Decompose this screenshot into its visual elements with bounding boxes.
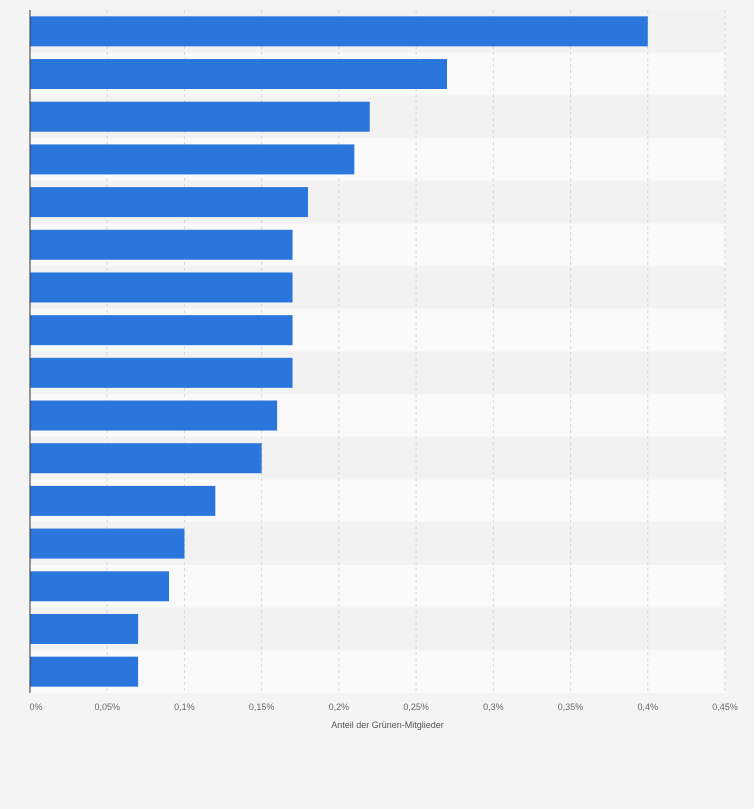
bar[interactable] <box>30 528 185 559</box>
x-tick-label: 0,1% <box>174 702 195 712</box>
bar[interactable] <box>30 571 169 602</box>
x-tick-labels: 0% 0,05% 0,1% 0,15% 0,2% 0,25% 0,3% 0,35% 0,4% 0,… <box>29 702 737 712</box>
x-tick-label: 0,35% <box>558 702 584 712</box>
bar[interactable] <box>30 229 293 260</box>
bars <box>30 16 648 687</box>
row-band <box>30 650 725 693</box>
x-tick-label: 0,15% <box>249 702 275 712</box>
bar[interactable] <box>30 144 355 175</box>
x-tick-label: 0% <box>29 702 42 712</box>
bar[interactable] <box>30 400 278 431</box>
bar[interactable] <box>30 272 293 303</box>
bar[interactable] <box>30 443 262 474</box>
bar[interactable] <box>30 315 293 346</box>
x-tick-label: 0,05% <box>94 702 120 712</box>
x-tick-label: 0,2% <box>329 702 350 712</box>
bar[interactable] <box>30 357 293 388</box>
bar[interactable] <box>30 187 308 218</box>
bar[interactable] <box>30 101 370 132</box>
x-tick-label: 0,4% <box>638 702 659 712</box>
bar[interactable] <box>30 485 216 516</box>
x-tick-label: 0,45% <box>712 702 738 712</box>
bar[interactable] <box>30 59 447 90</box>
bar[interactable] <box>30 16 648 47</box>
x-tick-label: 0,25% <box>403 702 429 712</box>
bar[interactable] <box>30 613 139 644</box>
x-tick-label: 0,3% <box>483 702 504 712</box>
row-band <box>30 607 725 651</box>
x-axis-title: Anteil der Grünen-Mitglieder <box>331 720 444 730</box>
bar[interactable] <box>30 656 139 687</box>
